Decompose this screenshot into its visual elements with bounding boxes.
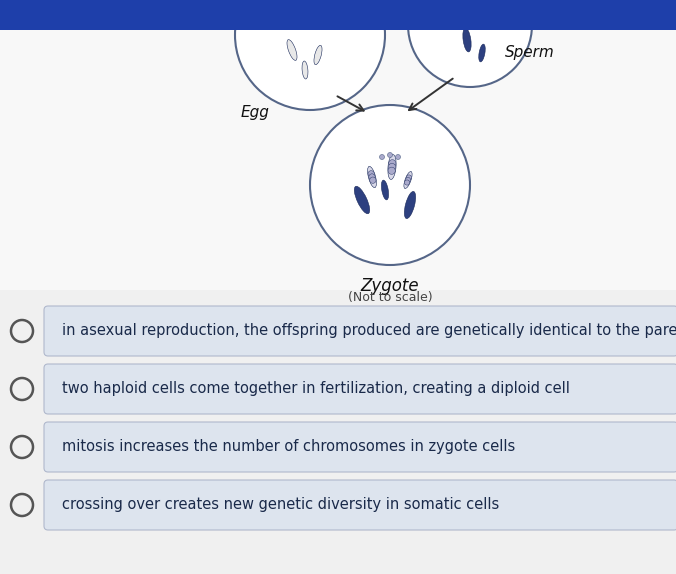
Ellipse shape bbox=[395, 154, 400, 160]
Text: Egg: Egg bbox=[241, 105, 270, 120]
Circle shape bbox=[408, 0, 532, 87]
FancyBboxPatch shape bbox=[0, 0, 676, 290]
Text: mitosis increases the number of chromosomes in zygote cells: mitosis increases the number of chromoso… bbox=[62, 440, 515, 455]
Text: crossing over creates new genetic diversity in somatic cells: crossing over creates new genetic divers… bbox=[62, 498, 500, 513]
Text: two haploid cells come together in fertilization, creating a diploid cell: two haploid cells come together in ferti… bbox=[62, 382, 570, 397]
Ellipse shape bbox=[370, 177, 376, 183]
Text: Zygote: Zygote bbox=[361, 277, 419, 295]
Ellipse shape bbox=[479, 44, 485, 62]
FancyBboxPatch shape bbox=[44, 422, 676, 472]
Ellipse shape bbox=[368, 166, 377, 188]
Text: (Not to scale): (Not to scale) bbox=[347, 291, 433, 304]
Ellipse shape bbox=[463, 28, 471, 52]
FancyBboxPatch shape bbox=[44, 306, 676, 356]
Text: Sperm: Sperm bbox=[505, 45, 555, 60]
Ellipse shape bbox=[287, 40, 297, 60]
Text: in asexual reproduction, the offspring produced are genetically identical to the: in asexual reproduction, the offspring p… bbox=[62, 324, 676, 339]
Ellipse shape bbox=[389, 164, 395, 170]
FancyBboxPatch shape bbox=[44, 480, 676, 530]
FancyBboxPatch shape bbox=[0, 0, 676, 30]
Ellipse shape bbox=[388, 167, 395, 174]
Ellipse shape bbox=[404, 191, 416, 219]
Ellipse shape bbox=[387, 153, 393, 157]
Ellipse shape bbox=[302, 61, 308, 79]
Ellipse shape bbox=[406, 175, 412, 180]
Ellipse shape bbox=[404, 172, 412, 188]
Ellipse shape bbox=[314, 45, 322, 65]
Circle shape bbox=[310, 105, 470, 265]
Ellipse shape bbox=[379, 154, 385, 160]
Ellipse shape bbox=[389, 160, 396, 167]
Ellipse shape bbox=[381, 180, 389, 200]
Ellipse shape bbox=[369, 174, 375, 180]
Ellipse shape bbox=[406, 177, 410, 183]
FancyBboxPatch shape bbox=[44, 364, 676, 414]
Ellipse shape bbox=[388, 154, 396, 180]
Ellipse shape bbox=[368, 170, 375, 177]
Ellipse shape bbox=[354, 186, 370, 214]
Ellipse shape bbox=[404, 180, 410, 185]
Circle shape bbox=[235, 0, 385, 110]
